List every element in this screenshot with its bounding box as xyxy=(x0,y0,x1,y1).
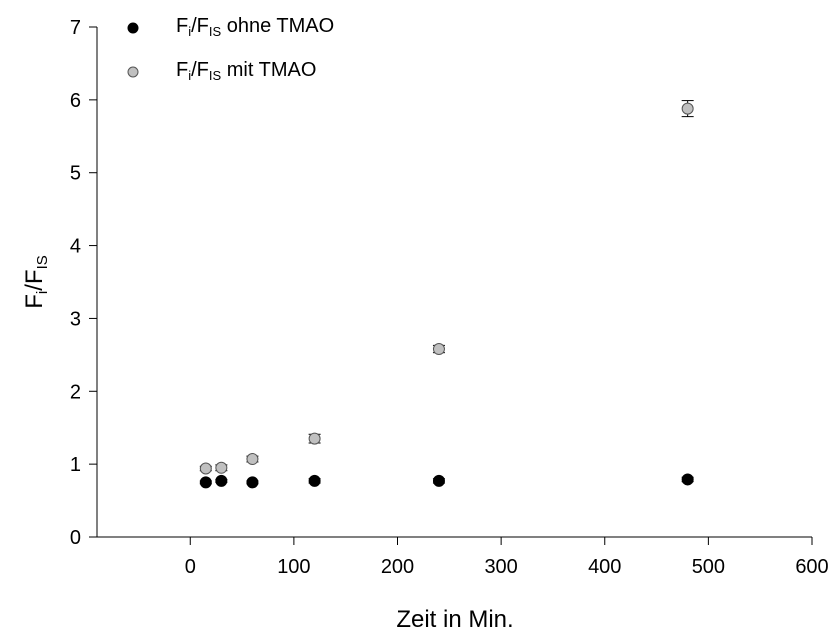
data-point-ohne-tmao xyxy=(308,474,321,487)
data-point-mit-tmao xyxy=(308,432,321,445)
data-point-mit-tmao xyxy=(681,102,694,115)
x-tick-label: 200 xyxy=(381,556,414,578)
y-tick-label: 0 xyxy=(70,527,81,549)
data-point-ohne-tmao xyxy=(432,474,445,487)
y-tick-label: 7 xyxy=(70,17,81,39)
legend-item-mit-tmao: Fi/FIS mit TMAO xyxy=(127,59,316,83)
legend-item-ohne-tmao: Fi/FIS ohne TMAO xyxy=(127,15,334,39)
y-tick-label: 5 xyxy=(70,163,81,185)
data-point-mit-tmao xyxy=(199,462,212,475)
legend-marker-ohne-tmao xyxy=(127,22,139,34)
x-tick-label: 400 xyxy=(588,556,621,578)
data-point-mit-tmao xyxy=(246,453,259,466)
legend-label-mit-tmao: Fi/FIS mit TMAO xyxy=(176,59,316,83)
series-mit-tmao xyxy=(199,100,694,475)
data-point-ohne-tmao xyxy=(199,476,212,489)
legend-label-ohne-tmao: Fi/FIS ohne TMAO xyxy=(176,15,334,39)
series-ohne-tmao xyxy=(199,473,694,489)
data-point-mit-tmao xyxy=(215,461,228,474)
x-tick-label: 0 xyxy=(185,556,196,578)
y-axis-title-sub-i: i xyxy=(34,291,51,294)
y-tick-label: 4 xyxy=(70,236,81,258)
x-tick-label: 500 xyxy=(692,556,725,578)
x-tick-label: 300 xyxy=(484,556,517,578)
data-point-ohne-tmao xyxy=(246,476,259,489)
data-point-mit-tmao xyxy=(432,343,445,356)
y-axis-title: Fi/FIS xyxy=(21,255,51,309)
x-axis-ticks: 0 100 200 300 400 500 600 xyxy=(185,537,829,578)
x-tick-label: 600 xyxy=(795,556,828,578)
legend-marker-mit-tmao xyxy=(127,66,139,78)
y-tick-label: 2 xyxy=(70,381,81,403)
data-point-ohne-tmao xyxy=(215,474,228,487)
x-tick-label: 100 xyxy=(277,556,310,578)
axes xyxy=(96,27,812,538)
y-axis-title-mid: /F xyxy=(21,269,48,290)
y-tick-label: 1 xyxy=(70,454,81,476)
y-tick-label: 6 xyxy=(70,90,81,112)
data-point-ohne-tmao xyxy=(681,473,694,486)
x-axis-title: Zeit in Min. xyxy=(396,606,513,633)
y-axis-title-sub-is: IS xyxy=(34,255,51,269)
y-axis-title-base: F xyxy=(21,294,48,309)
legend: Fi/FIS ohne TMAO Fi/FIS mit TMAO xyxy=(127,15,334,83)
data-points xyxy=(199,100,694,489)
y-axis-ticks: 0 1 2 3 4 5 6 7 xyxy=(70,17,97,549)
y-tick-label: 3 xyxy=(70,308,81,330)
